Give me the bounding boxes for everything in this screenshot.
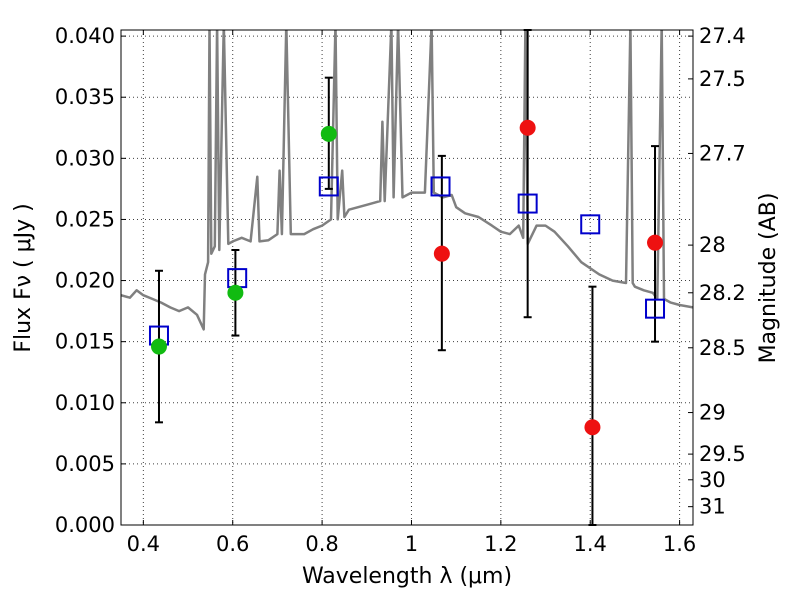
detection-point <box>320 125 337 142</box>
y-tick-label: 0.005 <box>55 452 115 476</box>
mag-tick-label: 28.5 <box>699 336 746 360</box>
x-axis-title: Wavelength λ (μm) <box>302 564 512 589</box>
x-tick-label: 1.4 <box>574 532 607 556</box>
model-sed-line <box>121 30 693 331</box>
mag-tick-label: 31 <box>699 495 726 519</box>
mag-tick-label: 29 <box>699 401 726 425</box>
flux-point <box>647 234 664 251</box>
flux-point <box>519 119 536 136</box>
model-photometry-square <box>645 298 666 319</box>
markers <box>148 119 666 436</box>
mag-tick-label: 27.7 <box>699 141 746 165</box>
mag-tick-label: 30 <box>699 468 726 492</box>
x-tick-label: 0.4 <box>127 532 160 556</box>
y-axis-title-left: Flux Fν ( μJy ) <box>11 203 36 352</box>
x-tick-label: 1.2 <box>484 532 517 556</box>
plot-series <box>121 30 693 331</box>
y-axis-title-right: Magnitude (AB) <box>756 193 781 364</box>
error-bars <box>154 29 660 526</box>
y-tick-label: 0.010 <box>55 391 115 415</box>
detection-point <box>150 338 167 355</box>
mag-tick-label: 28 <box>699 233 726 257</box>
flux-point <box>433 245 450 262</box>
mag-tick-label: 27.4 <box>699 24 746 48</box>
flux-point <box>584 419 601 436</box>
x-tick-label: 1.6 <box>663 532 696 556</box>
axis-ticks: 0.4 0.6 0.8 1 1.2 1.4 1.6 0.000 0.005 0.010 0.015 0… <box>55 24 746 556</box>
model-photometry-square <box>517 193 538 214</box>
y-tick-label: 0.000 <box>55 513 115 537</box>
model-photometry-square <box>227 268 248 289</box>
detection-point <box>227 284 244 301</box>
plot-frame <box>120 29 694 526</box>
y-tick-label: 0.040 <box>55 24 115 48</box>
y-tick-label: 0.020 <box>55 269 115 293</box>
mag-tick-label: 27.5 <box>699 67 746 91</box>
x-tick-label: 0.6 <box>216 532 249 556</box>
y-tick-label: 0.035 <box>55 85 115 109</box>
mag-tick-label: 29.5 <box>699 442 746 466</box>
x-tick-label: 1 <box>405 532 418 556</box>
model-photometry-square <box>580 214 601 235</box>
y-tick-label: 0.025 <box>55 207 115 231</box>
model-photometry-square <box>318 176 339 197</box>
model-photometry-square <box>430 176 451 197</box>
x-tick-label: 0.8 <box>305 532 338 556</box>
y-tick-label: 0.030 <box>55 146 115 170</box>
mag-tick-label: 28.2 <box>699 281 746 305</box>
y-tick-label: 0.015 <box>55 330 115 354</box>
